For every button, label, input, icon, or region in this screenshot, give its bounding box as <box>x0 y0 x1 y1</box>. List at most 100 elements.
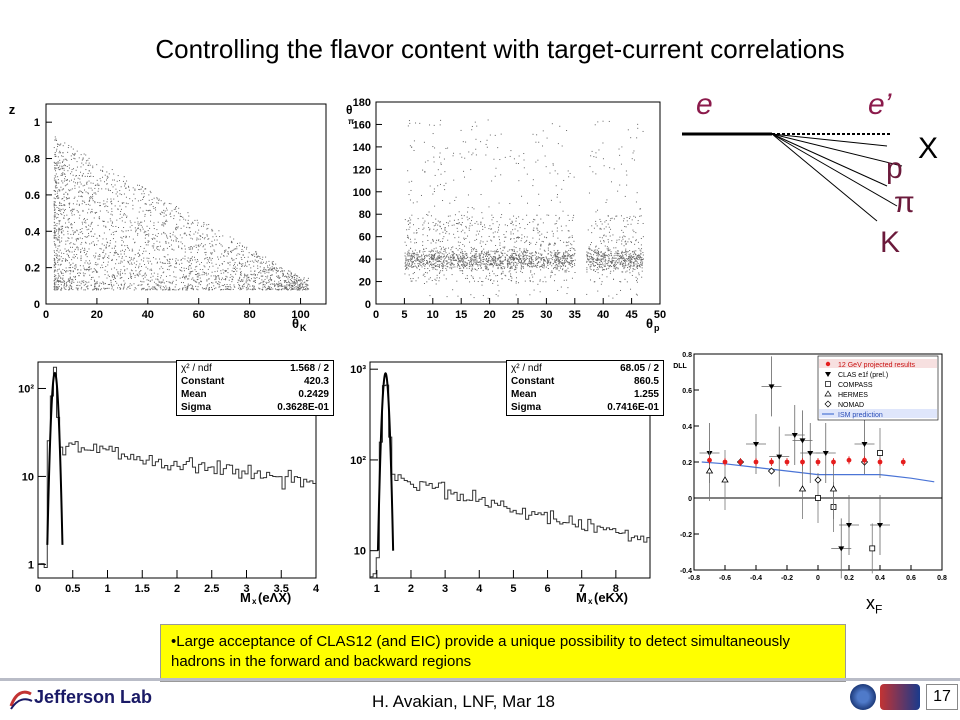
data-point <box>172 280 174 282</box>
data-point <box>565 245 567 247</box>
data-point <box>73 232 75 234</box>
data-point <box>501 272 503 274</box>
data-point <box>451 274 453 276</box>
data-point <box>163 282 165 284</box>
data-point <box>515 162 517 164</box>
data-point <box>298 279 300 281</box>
data-point <box>410 189 412 191</box>
data-point <box>408 249 410 251</box>
data-point <box>277 283 279 285</box>
data-point <box>408 262 410 264</box>
data-point <box>566 261 568 263</box>
data-point <box>54 215 56 217</box>
data-point <box>432 239 434 241</box>
data-point <box>161 262 163 264</box>
data-point <box>218 277 220 279</box>
data-point <box>133 289 135 291</box>
data-point <box>233 259 235 261</box>
data-point <box>606 254 608 256</box>
data-point <box>103 225 105 227</box>
data-point <box>599 277 601 279</box>
data-point <box>123 227 125 229</box>
data-point <box>255 251 257 253</box>
data-point <box>75 240 77 242</box>
data-point <box>199 274 201 276</box>
data-point <box>495 261 497 263</box>
data-point <box>117 208 119 210</box>
data-point <box>598 251 600 253</box>
data-point <box>479 277 481 279</box>
data-point <box>269 288 271 290</box>
data-point <box>61 204 63 206</box>
data-point <box>267 265 269 267</box>
data-point <box>140 270 142 272</box>
data-point <box>618 259 620 261</box>
data-point <box>572 260 574 262</box>
data-point <box>462 251 464 253</box>
data-point <box>538 261 540 263</box>
data-point <box>459 241 461 243</box>
data-point <box>538 238 540 240</box>
data-point <box>57 281 59 283</box>
data-point <box>559 252 561 254</box>
data-point <box>60 284 62 286</box>
data-point <box>602 253 604 255</box>
data-point <box>297 288 299 290</box>
data-point <box>630 259 632 261</box>
data-point <box>67 147 69 149</box>
data-point <box>189 273 191 275</box>
data-point <box>588 264 590 266</box>
data-point <box>232 276 234 278</box>
data-point <box>160 275 162 277</box>
data-point <box>120 250 122 252</box>
data-point <box>260 272 262 274</box>
data-point <box>80 251 82 253</box>
data-point <box>165 214 167 216</box>
data-point <box>257 274 259 276</box>
data-point <box>55 264 57 266</box>
data-point <box>565 265 567 267</box>
data-point <box>422 169 424 171</box>
data-point <box>153 272 155 274</box>
data-point <box>495 293 497 295</box>
data-point <box>84 269 86 271</box>
data-point <box>57 269 59 271</box>
data-point <box>470 259 472 261</box>
data-point <box>96 211 98 213</box>
data-point <box>81 162 83 164</box>
data-point <box>68 221 70 223</box>
data-point <box>78 195 80 197</box>
data-point <box>54 232 56 234</box>
data-point <box>416 258 418 260</box>
data-point <box>550 254 552 256</box>
data-point <box>416 257 418 259</box>
data-point <box>600 264 602 266</box>
data-point <box>499 263 501 265</box>
data-point <box>458 245 460 247</box>
data-point <box>433 258 435 260</box>
data-point <box>438 257 440 259</box>
data-point <box>458 268 460 270</box>
data-point <box>246 274 248 276</box>
data-point <box>300 287 302 289</box>
data-point <box>62 226 64 228</box>
data-point <box>175 266 177 268</box>
data-point <box>84 202 86 204</box>
data-point <box>497 266 499 268</box>
data-point <box>56 163 58 165</box>
data-point <box>187 287 189 289</box>
data-point <box>286 288 288 290</box>
data-point <box>524 228 526 230</box>
data-point <box>528 241 530 243</box>
data-point <box>56 213 58 215</box>
data-point <box>293 282 295 284</box>
data-point <box>522 263 524 265</box>
data-point <box>55 246 57 248</box>
data-point <box>175 211 177 213</box>
data-point <box>466 253 468 255</box>
data-point <box>141 288 143 290</box>
data-point <box>592 258 594 260</box>
data-point <box>85 286 87 288</box>
data-point <box>158 199 160 201</box>
data-point <box>532 133 534 135</box>
